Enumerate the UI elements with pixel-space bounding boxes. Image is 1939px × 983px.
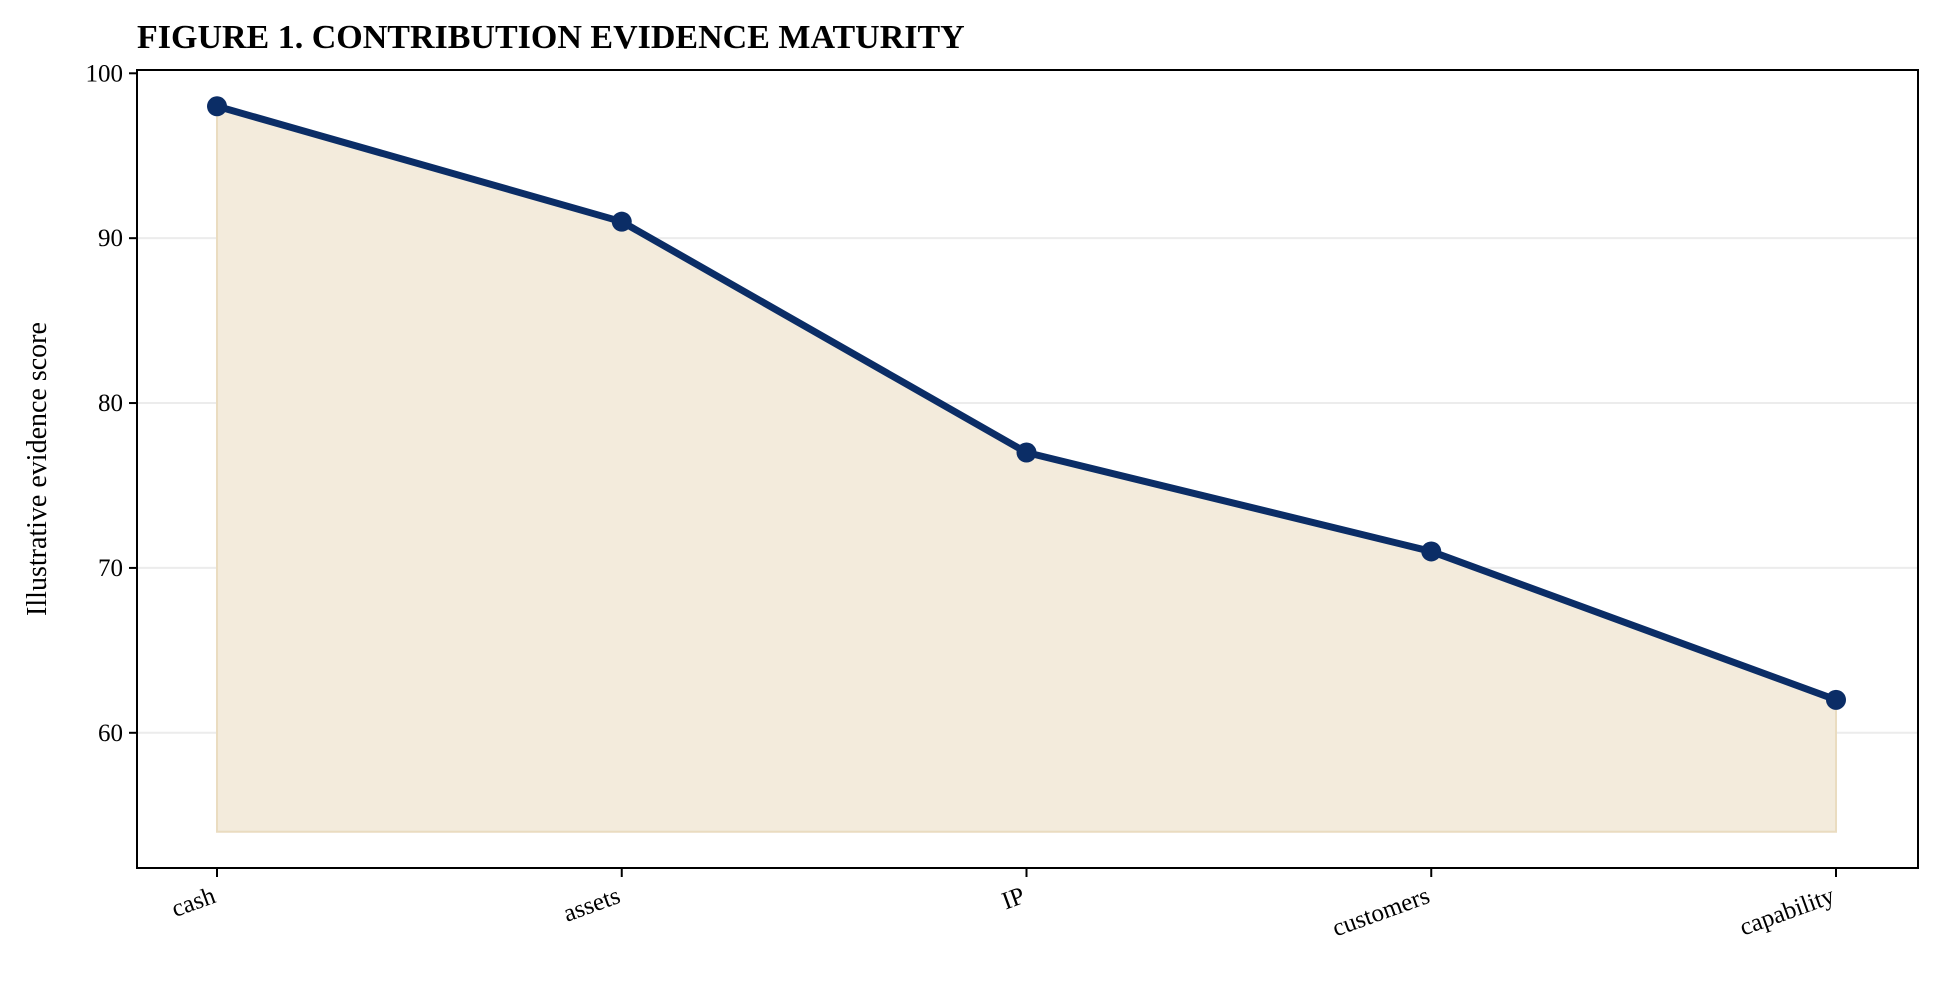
y-tick-label-90: 90 <box>98 225 123 252</box>
data-point-assets <box>611 211 632 232</box>
data-point-cash <box>207 96 227 117</box>
y-axis-label: Illustrative evidence score <box>22 322 53 616</box>
y-tick-label-80: 80 <box>98 390 123 417</box>
data-point-IP <box>1016 442 1037 463</box>
area-fill-layer <box>216 104 1837 833</box>
area-fill <box>216 104 1837 833</box>
x-axis: cash assets IP customers capability <box>168 868 1839 942</box>
data-point-customers <box>1421 541 1442 562</box>
y-tick-label-70: 70 <box>98 555 123 582</box>
y-axis: 60 70 80 90 100 <box>86 60 137 747</box>
y-tick-label-100: 100 <box>86 60 124 87</box>
x-tick-label-IP: IP <box>998 882 1028 915</box>
x-tick-label-capability: capability <box>1736 882 1838 941</box>
x-tick-label-assets: assets <box>560 882 624 927</box>
marker-layer <box>207 96 1846 710</box>
chart-title: FIGURE 1. CONTRIBUTION EVIDENCE MATURITY <box>137 19 965 56</box>
x-tick-label-customers: customers <box>1329 882 1433 942</box>
y-tick-label-60: 60 <box>98 720 123 747</box>
data-point-capability <box>1826 689 1846 710</box>
x-tick-label-cash: cash <box>168 882 219 923</box>
